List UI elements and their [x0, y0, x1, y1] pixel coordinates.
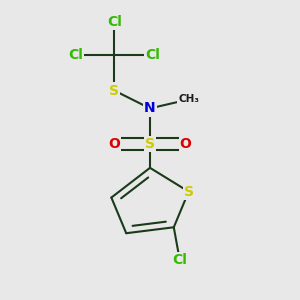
Text: Cl: Cl	[68, 48, 83, 62]
Text: Cl: Cl	[107, 15, 122, 29]
Text: Cl: Cl	[146, 48, 160, 62]
Text: N: N	[144, 101, 156, 116]
Text: Cl: Cl	[172, 253, 187, 267]
Text: S: S	[145, 137, 155, 151]
Text: O: O	[108, 137, 120, 151]
Text: S: S	[109, 84, 119, 98]
Text: CH₃: CH₃	[178, 94, 199, 104]
Text: S: S	[184, 184, 194, 199]
Text: O: O	[180, 137, 192, 151]
